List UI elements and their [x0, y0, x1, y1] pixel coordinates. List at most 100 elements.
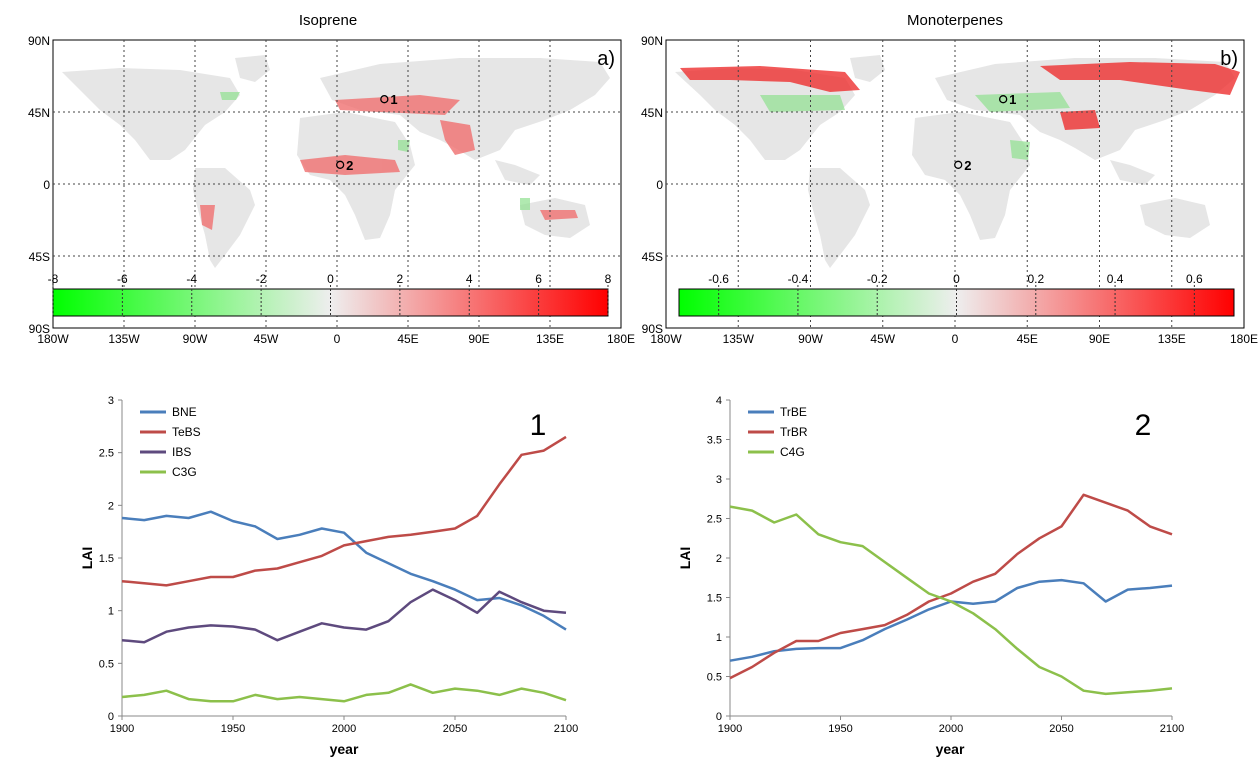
anomaly-red-regions [680, 62, 1240, 130]
colorbar-tick-label: 0 [953, 272, 960, 286]
anomaly-red-regions [200, 95, 578, 230]
site-markers: 12 [336, 92, 398, 173]
lat-tick-label: 0 [43, 178, 50, 192]
y-tick-label: 2 [108, 500, 114, 512]
colorbar-ticks: -0.6 -0.4 -0.2 0 0.2 0.4 0.6 [708, 272, 1203, 316]
colorbar-tick-label: 4 [466, 272, 473, 286]
colorbar-tick-label: -0.2 [867, 272, 888, 286]
lon-tick-label: 180W [650, 332, 682, 346]
y-tick-label: 3 [716, 474, 722, 486]
y-tick-label: 2.5 [707, 514, 722, 526]
colorbar-tick-label: -0.4 [788, 272, 809, 286]
lon-tick-label: 0 [952, 332, 959, 346]
series-line-ibs [121, 588, 567, 644]
lon-tick-label: 45W [254, 332, 279, 346]
lon-tick-label: 135E [536, 332, 564, 346]
site-marker [336, 160, 345, 169]
x-tick-label: 2050 [443, 723, 467, 735]
lon-tick-label: 45W [870, 332, 895, 346]
site-marker-label: 1 [390, 92, 397, 107]
lon-tick-label: 90W [183, 332, 208, 346]
x-tick-label: 1900 [718, 723, 742, 735]
colorbar-tick-label: -2 [256, 272, 267, 286]
colorbar-tick-label: -8 [48, 272, 59, 286]
series-lines [121, 435, 567, 703]
longitude-labels: 180W 135W 90W 45W 0 45E 90E 135E 180E [37, 332, 635, 346]
x-tick-label: 1950 [828, 723, 852, 735]
colorbar-tick-label: 0.4 [1107, 272, 1124, 286]
lat-tick-label: 90N [641, 34, 663, 48]
panel-label: a) [597, 48, 615, 70]
lon-tick-label: 135E [1158, 332, 1186, 346]
map-panel-isoprene: Isoprene [28, 12, 635, 346]
colorbar-tick-label: -6 [117, 272, 128, 286]
axis-ticks: 1900 1950 2000 2050 2100 0 0.5 1 1.5 2 2.5 3 3.5 4 [707, 395, 1185, 735]
legend: BNE TeBS IBS C3G [140, 405, 201, 479]
x-tick-label: 2000 [332, 723, 356, 735]
legend-label: BNE [172, 405, 197, 419]
x-tick-label: 2100 [554, 723, 578, 735]
x-axis-label: year [936, 741, 965, 757]
colorbar-tick-label: -0.6 [708, 272, 729, 286]
map-panel-monoterpenes: Monoterpenes 90N 45N 0 45S 90S 180W 135W 90W 45… [641, 12, 1258, 346]
x-tick-label: 2050 [1049, 723, 1073, 735]
legend-label: TrBR [780, 425, 808, 439]
colorbar-tick-label: 0.6 [1186, 272, 1203, 286]
latitude-labels: 90N 45N 0 45S 90S [28, 34, 50, 336]
y-tick-label: 0 [108, 711, 114, 723]
legend: TrBE TrBR C4G [748, 405, 808, 459]
y-axis-label: LAI [79, 547, 95, 570]
y-tick-label: 3.5 [707, 435, 722, 447]
y-tick-label: 1.5 [707, 593, 722, 605]
colorbar-tick-label: -4 [186, 272, 197, 286]
y-tick-label: 3 [108, 395, 114, 407]
lat-tick-label: 90S [29, 322, 50, 336]
colorbar-tick-label: 6 [535, 272, 542, 286]
lat-tick-label: 45N [28, 106, 50, 120]
legend-label: IBS [172, 445, 191, 459]
lat-tick-label: 90S [642, 322, 663, 336]
lon-tick-label: 180W [37, 332, 69, 346]
site-marker-label: 2 [964, 158, 971, 173]
legend-label: TrBE [780, 405, 807, 419]
lon-tick-label: 180E [607, 332, 635, 346]
map-grid [666, 40, 1244, 328]
y-axis-label: LAI [677, 547, 693, 570]
lon-tick-label: 45E [397, 332, 418, 346]
series-line-c3g [121, 683, 567, 703]
colorbar-tick-label: 0.2 [1027, 272, 1044, 286]
lon-tick-label: 0 [334, 332, 341, 346]
series-line-trbr [729, 493, 1173, 680]
line-chart-site-2: 1900 1950 2000 2050 2100 0 0.5 1 1.5 2 2.5 3 3.5 4 Tr… [677, 395, 1184, 757]
map-title: Isoprene [299, 12, 357, 29]
y-tick-label: 1 [716, 632, 722, 644]
series-line-c4g [729, 505, 1173, 696]
lat-tick-label: 45S [642, 250, 663, 264]
lon-tick-label: 90E [468, 332, 489, 346]
lon-tick-label: 45E [1017, 332, 1038, 346]
y-tick-label: 1.5 [99, 553, 114, 565]
lon-tick-label: 135W [723, 332, 755, 346]
legend-label: C3G [172, 465, 197, 479]
y-tick-label: 0 [716, 711, 722, 723]
lat-tick-label: 45S [29, 250, 50, 264]
lat-tick-label: 45N [641, 106, 663, 120]
y-tick-label: 0.5 [99, 658, 114, 670]
anomaly-green-regions [760, 92, 1070, 160]
y-tick-label: 4 [716, 395, 722, 407]
series-lines [729, 493, 1173, 696]
lon-tick-label: 90E [1089, 332, 1110, 346]
series-line-bne [121, 510, 567, 631]
x-tick-label: 1900 [110, 723, 134, 735]
y-tick-label: 1 [108, 606, 114, 618]
panel-number: 1 [530, 409, 547, 442]
panel-number: 2 [1135, 409, 1152, 442]
site-marker [380, 95, 389, 104]
site-marker [999, 95, 1008, 104]
site-markers: 12 [954, 92, 1016, 173]
site-marker-label: 2 [346, 158, 353, 173]
colorbar-tick-label: 0 [327, 272, 334, 286]
legend-label: C4G [780, 445, 805, 459]
line-chart-site-1: 1900 1950 2000 2050 2100 0 0.5 1 1.5 2 2.5 3 BNE TeB… [79, 395, 578, 757]
